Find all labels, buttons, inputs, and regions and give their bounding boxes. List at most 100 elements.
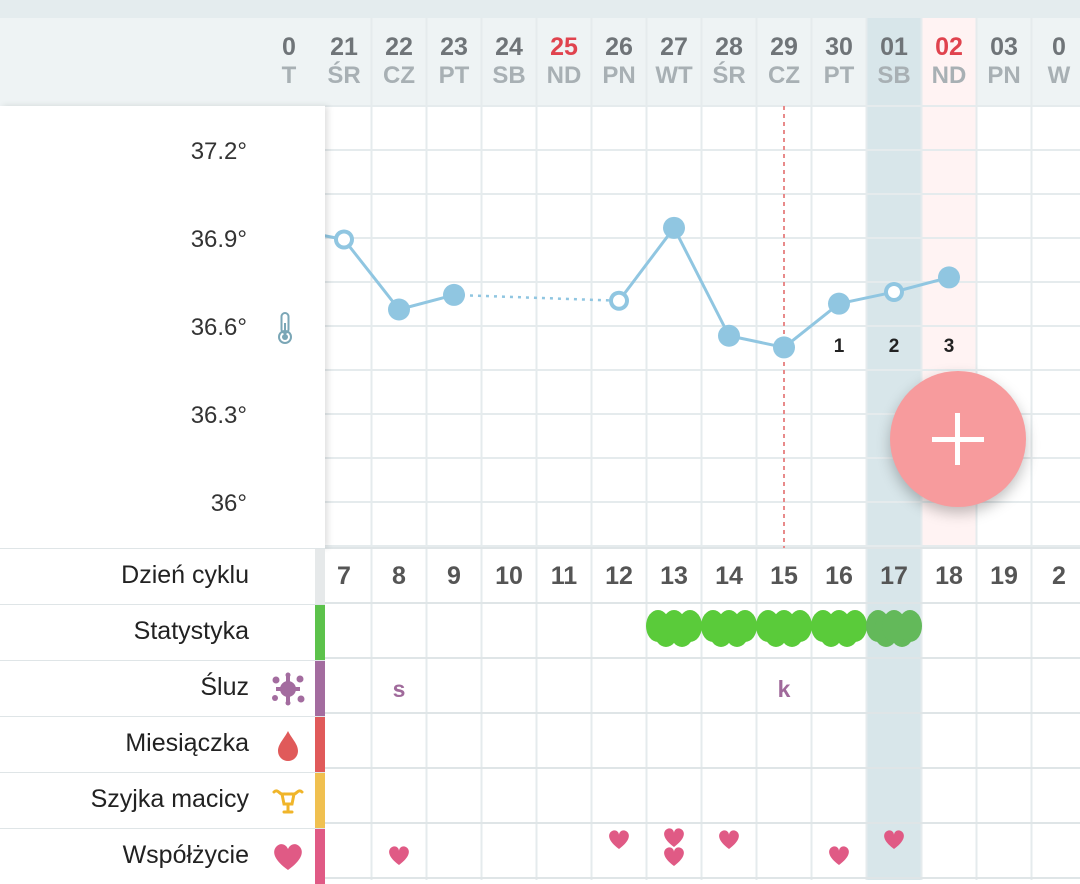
day-number: 0 bbox=[1032, 32, 1080, 62]
add-entry-button[interactable] bbox=[890, 371, 1026, 507]
statistics-mark bbox=[646, 610, 702, 647]
weekday-label: PN bbox=[977, 62, 1032, 90]
day-number: 25 bbox=[537, 32, 592, 62]
row-label: Szyjka macicy bbox=[91, 785, 249, 814]
plus-icon bbox=[955, 413, 960, 465]
cycle-day-number: 2 bbox=[1032, 562, 1080, 591]
cycle-day-number: 14 bbox=[702, 562, 757, 591]
y-axis-panel: 37.2° 36.9° 36.6° 36.3° 36° bbox=[0, 106, 325, 548]
temperature-point[interactable] bbox=[388, 299, 410, 321]
cycle-day-number: 8 bbox=[372, 562, 427, 591]
heart-icon[interactable] bbox=[609, 830, 629, 849]
y-axis-label: 36.3° bbox=[191, 402, 247, 430]
cycle-day-number: 12 bbox=[592, 562, 647, 591]
weekday-label: WT bbox=[647, 62, 702, 90]
row-cycle-day: Dzień cyklu bbox=[0, 548, 325, 604]
temperature-point[interactable] bbox=[443, 284, 465, 306]
heart-icon[interactable] bbox=[664, 828, 684, 847]
temperature-point[interactable] bbox=[773, 336, 795, 358]
y-axis-label: 36° bbox=[211, 490, 247, 518]
day-number: 26 bbox=[592, 32, 647, 62]
temperature-point[interactable] bbox=[828, 293, 850, 315]
temperature-point[interactable] bbox=[718, 325, 740, 347]
cycle-day-number: 10 bbox=[482, 562, 537, 591]
day-number: 30 bbox=[812, 32, 867, 62]
y-axis-label: 37.2° bbox=[191, 138, 247, 166]
day-number: 24 bbox=[482, 32, 537, 62]
day-number: 03 bbox=[977, 32, 1032, 62]
statistics-mark-stroke bbox=[788, 610, 812, 642]
row-mucus[interactable]: Śluz bbox=[0, 660, 325, 716]
row-stripe bbox=[315, 829, 325, 884]
cycle-day-number: 19 bbox=[977, 562, 1032, 591]
day-number: 01 bbox=[867, 32, 922, 62]
mucus-mark[interactable]: k bbox=[757, 676, 812, 703]
y-axis-label: 36.9° bbox=[191, 226, 247, 254]
post-peak-day-label: 2 bbox=[867, 336, 922, 358]
cycle-day-number: 16 bbox=[812, 562, 867, 591]
statistics-mark-stroke bbox=[898, 610, 922, 642]
post-peak-day-label: 3 bbox=[922, 336, 977, 358]
weekday-label: CZ bbox=[372, 62, 427, 90]
mucus-mark[interactable]: s bbox=[372, 676, 427, 703]
statistics-mark-stroke bbox=[843, 610, 867, 642]
day-number: 27 bbox=[647, 32, 702, 62]
statistics-mark bbox=[701, 610, 757, 647]
weekday-label: PT bbox=[427, 62, 482, 90]
heart-icon[interactable] bbox=[664, 847, 684, 866]
cycle-day-number: 9 bbox=[427, 562, 482, 591]
statistics-mark-stroke bbox=[678, 610, 702, 642]
weekday-label: ND bbox=[537, 62, 592, 90]
row-stripe bbox=[315, 605, 325, 660]
row-label: Śluz bbox=[200, 673, 249, 702]
uterus-icon bbox=[270, 784, 306, 818]
day-number: 02 bbox=[922, 32, 977, 62]
row-label: Dzień cyklu bbox=[121, 561, 249, 590]
row-intercourse[interactable]: Współżycie bbox=[0, 828, 325, 884]
row-label: Statystyka bbox=[134, 617, 249, 646]
heart-icon[interactable] bbox=[829, 846, 849, 865]
y-axis-label: 36.6° bbox=[191, 314, 247, 342]
temperature-point-hollow bbox=[613, 295, 625, 307]
row-stripe bbox=[315, 549, 325, 604]
weekday-label: ŚR bbox=[702, 62, 757, 90]
row-statistics[interactable]: Statystyka bbox=[0, 604, 325, 660]
temperature-point[interactable] bbox=[938, 266, 960, 288]
heart-icon[interactable] bbox=[719, 830, 739, 849]
day-number: 21 bbox=[317, 32, 372, 62]
row-cervix[interactable]: Szyjka macicy bbox=[0, 772, 325, 828]
heart-icon[interactable] bbox=[389, 846, 409, 865]
row-stripe bbox=[315, 717, 325, 772]
row-label: Współżycie bbox=[123, 841, 249, 870]
cycle-day-number: 13 bbox=[647, 562, 702, 591]
temperature-point-hollow bbox=[338, 234, 350, 246]
weekday-label: PT bbox=[812, 62, 867, 90]
day-number: 22 bbox=[372, 32, 427, 62]
temperature-point[interactable] bbox=[663, 217, 685, 239]
drop-icon bbox=[270, 728, 306, 762]
temperature-point-hollow bbox=[888, 286, 900, 298]
weekday-label: T bbox=[262, 62, 317, 90]
day-number: 29 bbox=[757, 32, 812, 62]
row-menstruation[interactable]: Miesiączka bbox=[0, 716, 325, 772]
thermometer-icon bbox=[275, 311, 295, 345]
cycle-day-number: 17 bbox=[867, 562, 922, 591]
row-label: Miesiączka bbox=[125, 729, 249, 758]
post-peak-day-label: 1 bbox=[812, 336, 867, 358]
row-stripe bbox=[315, 661, 325, 716]
